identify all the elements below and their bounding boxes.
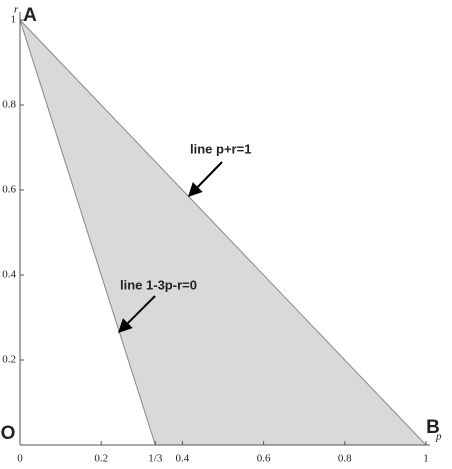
y-tick-label: 0.6: [2, 184, 16, 196]
y-tick-label: 0.4: [2, 269, 16, 281]
region: [19, 19, 428, 446]
x-tick-label: 1/3: [148, 453, 163, 465]
x-tick-label: 0.6: [257, 453, 271, 465]
point-label: O: [1, 423, 16, 444]
x-axis-label: p: [435, 431, 442, 443]
y-tick-label: 0.2: [2, 354, 16, 366]
x-tick-label: 0.4: [176, 453, 190, 465]
annotation: line p+r=1: [190, 141, 251, 156]
annotation: line 1-3p-r=0: [120, 277, 197, 292]
x-tick-label: 0.2: [94, 453, 108, 465]
arrow: [188, 161, 223, 198]
x-tick-label: 0.8: [338, 453, 352, 465]
point-label: A: [23, 5, 37, 26]
y-tick-label: 1: [11, 14, 17, 26]
y-tick-label: 0.8: [2, 99, 16, 111]
point-label: B: [426, 417, 440, 438]
y-axis-label: r: [14, 4, 19, 16]
arrow: [118, 295, 156, 333]
x-tick-label: 1: [423, 453, 429, 465]
x-tick-label: 0: [17, 453, 23, 465]
